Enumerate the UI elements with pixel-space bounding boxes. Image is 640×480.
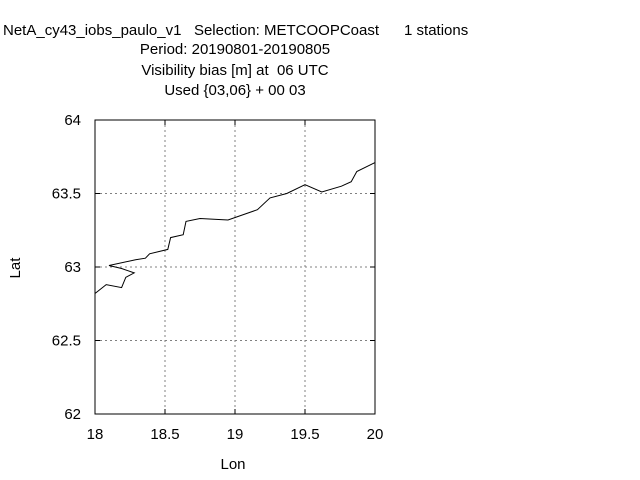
x-tick-label: 18.5	[150, 426, 179, 443]
x-tick-label: 19.5	[290, 426, 319, 443]
y-tick-label: 62	[64, 406, 81, 423]
title-line-4: Used {03,06} + 00 03	[164, 82, 305, 99]
x-axis-label: Lon	[220, 456, 245, 473]
tick-labels: 18 18.5 19 19.5 20 62 62.5 63 63.5 64	[52, 112, 384, 443]
coastline-series	[94, 162, 376, 294]
grid-lines	[95, 120, 375, 414]
title-line-3: Visibility bias [m] at 06 UTC	[141, 62, 328, 79]
x-tick-label: 20	[367, 426, 384, 443]
title-line-1: NetA_cy43_iobs_paulo_v1 Selection: METCO…	[3, 22, 468, 39]
y-tick-label: 64	[64, 112, 81, 129]
plot-frame	[94, 119, 376, 415]
title-line-2: Period: 20190801-20190805	[140, 41, 330, 58]
y-tick-label: 63.5	[52, 186, 81, 203]
x-tick-label: 18	[87, 426, 104, 443]
y-axis-label: Lat	[7, 257, 24, 279]
chart-title: NetA_cy43_iobs_paulo_v1 Selection: METCO…	[3, 22, 468, 99]
y-tick-label: 62.5	[52, 333, 81, 350]
y-tick-label: 63	[64, 259, 81, 276]
x-tick-label: 19	[227, 426, 244, 443]
